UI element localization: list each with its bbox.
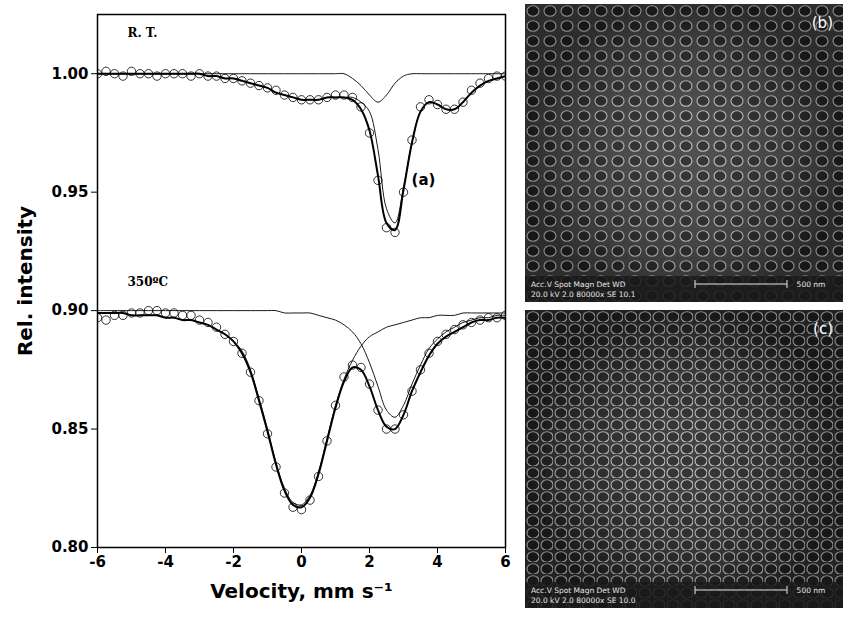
svg-text:500 nm: 500 nm (797, 586, 826, 595)
svg-text:-6: -6 (89, 553, 106, 571)
svg-text:350ºC: 350ºC (128, 275, 169, 289)
svg-text:0.90: 0.90 (51, 301, 88, 319)
svg-text:Acc.V Spot Magn Det WD: Acc.V Spot Magn Det WD (531, 586, 626, 595)
svg-text:6: 6 (500, 553, 510, 571)
svg-text:20.0 kV 2.0 80000x SE 10.1: 20.0 kV 2.0 80000x SE 10.1 (531, 290, 636, 299)
svg-text:20.0 kV 2.0 80000x SE 10.0: 20.0 kV 2.0 80000x SE 10.0 (531, 596, 636, 605)
svg-text:0.80: 0.80 (51, 538, 88, 556)
svg-text:0: 0 (296, 553, 306, 571)
svg-text:(b): (b) (812, 14, 833, 32)
svg-text:2: 2 (364, 553, 374, 571)
svg-text:-2: -2 (225, 553, 242, 571)
svg-text:(a): (a) (412, 171, 436, 189)
svg-text:R. T.: R. T. (128, 26, 158, 40)
svg-text:0.95: 0.95 (51, 183, 88, 201)
svg-text:-4: -4 (157, 553, 174, 571)
svg-text:Acc.V Spot Magn Det WD: Acc.V Spot Magn Det WD (531, 280, 626, 289)
svg-text:Rel. intensity: Rel. intensity (13, 206, 37, 356)
svg-text:(c): (c) (813, 320, 833, 338)
svg-text:Velocity, mm s⁻¹: Velocity, mm s⁻¹ (210, 579, 393, 603)
svg-text:500 nm: 500 nm (797, 280, 826, 289)
svg-text:0.85: 0.85 (51, 420, 88, 438)
svg-text:4: 4 (432, 553, 442, 571)
svg-text:1.00: 1.00 (51, 65, 88, 83)
